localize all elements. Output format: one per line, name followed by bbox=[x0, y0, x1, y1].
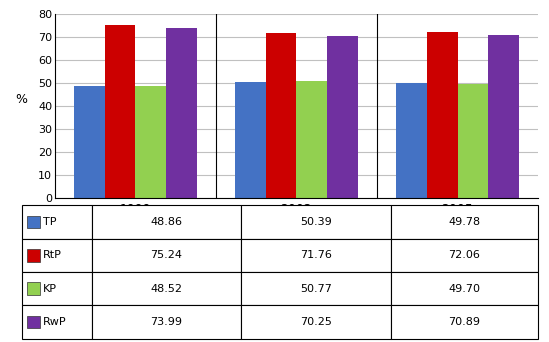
Bar bbox=[296, 81, 327, 198]
Text: 72.06: 72.06 bbox=[449, 250, 480, 260]
Bar bbox=[427, 32, 457, 198]
Text: 50.77: 50.77 bbox=[300, 284, 332, 293]
Bar bbox=[266, 33, 296, 198]
Y-axis label: %: % bbox=[15, 93, 27, 106]
Text: 73.99: 73.99 bbox=[150, 317, 182, 327]
Text: 70.89: 70.89 bbox=[449, 317, 480, 327]
Bar bbox=[457, 84, 488, 198]
Text: 49.70: 49.70 bbox=[449, 284, 480, 293]
Bar bbox=[166, 28, 197, 198]
Text: 50.39: 50.39 bbox=[300, 217, 332, 227]
Text: 75.24: 75.24 bbox=[150, 250, 182, 260]
Text: 48.52: 48.52 bbox=[150, 284, 182, 293]
Bar bbox=[327, 36, 357, 198]
Text: TP: TP bbox=[43, 217, 57, 227]
Bar bbox=[396, 83, 427, 198]
Text: 70.25: 70.25 bbox=[300, 317, 332, 327]
Text: RtP: RtP bbox=[43, 250, 62, 260]
Bar bbox=[105, 25, 136, 198]
Text: 71.76: 71.76 bbox=[300, 250, 332, 260]
Bar bbox=[74, 86, 105, 198]
Text: 48.86: 48.86 bbox=[150, 217, 182, 227]
Bar bbox=[136, 86, 166, 198]
Text: RwP: RwP bbox=[43, 317, 67, 327]
Bar bbox=[488, 35, 519, 198]
Text: 49.78: 49.78 bbox=[449, 217, 480, 227]
Text: KP: KP bbox=[43, 284, 58, 293]
Bar bbox=[236, 82, 266, 198]
